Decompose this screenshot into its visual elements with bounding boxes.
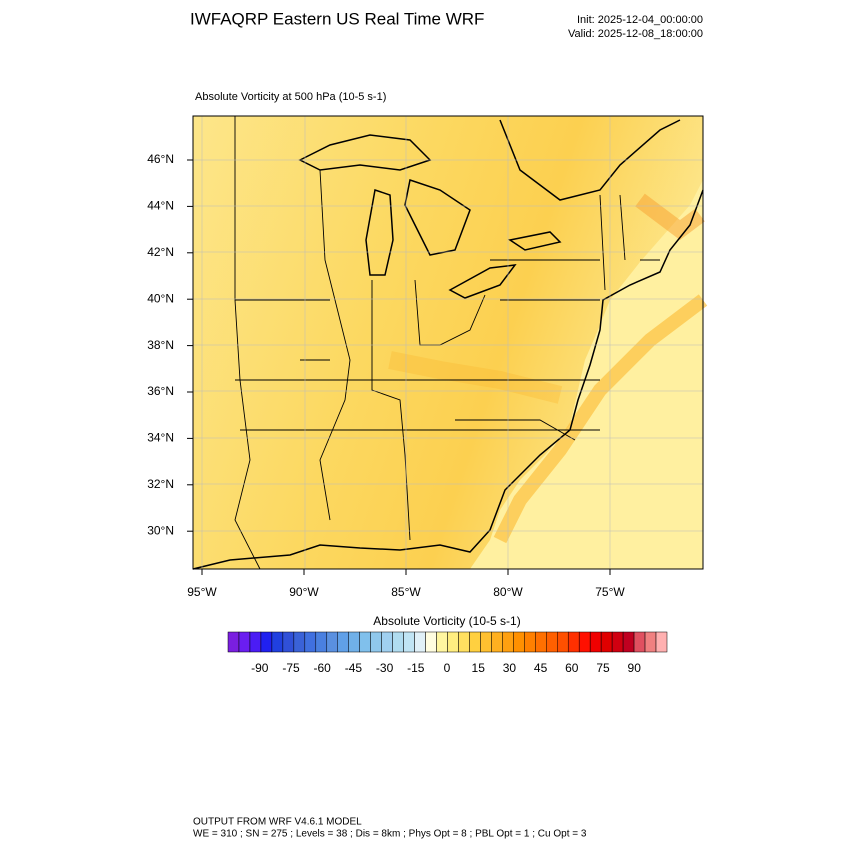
- colorbar-tick-label: -60: [314, 661, 332, 675]
- colorbar-tick-label: 0: [444, 661, 451, 675]
- colorbar-box: [546, 631, 558, 653]
- colorbar-box: [315, 631, 328, 653]
- colorbar-box: [644, 631, 657, 653]
- colorbar-box: [480, 631, 492, 653]
- lat-label: 40°N: [147, 291, 174, 305]
- colorbar-tick-label: 15: [472, 661, 486, 675]
- colorbar-box: [578, 631, 591, 653]
- footer-line: OUTPUT FROM WRF V4.6.1 MODEL: [193, 817, 362, 828]
- lat-label: 42°N: [147, 245, 174, 259]
- colorbar-box: [238, 631, 251, 653]
- lat-label: 34°N: [147, 431, 174, 445]
- map-frame: [192, 115, 704, 570]
- lon-label: 80°W: [493, 585, 523, 599]
- colorbar-box: [524, 631, 536, 653]
- lat-label: 36°N: [147, 384, 174, 398]
- colorbar-tick-label: 45: [534, 661, 548, 675]
- lat-label: 44°N: [147, 199, 174, 213]
- lat-label: 46°N: [147, 152, 174, 166]
- colorbar-box: [381, 631, 393, 653]
- colorbar-box: [469, 631, 481, 653]
- colorbar-tick-label: 75: [596, 661, 610, 675]
- colorbar-box: [622, 631, 635, 653]
- colorbar-box: [633, 631, 646, 653]
- colorbar-tick-label: -15: [407, 661, 425, 675]
- lon-label: 95°W: [187, 585, 217, 599]
- colorbar-box: [414, 631, 426, 653]
- colorbar-box: [227, 631, 240, 653]
- colorbar-tick-label: -75: [282, 661, 300, 675]
- lon-label: 75°W: [595, 585, 625, 599]
- colorbar-tick-label: 60: [565, 661, 579, 675]
- colorbar-box: [326, 631, 338, 653]
- graticule: [193, 116, 703, 569]
- title: IWFAQRP Eastern US Real Time WRF: [190, 9, 484, 28]
- colorbar-box: [600, 631, 613, 653]
- colorbar-box: [447, 631, 459, 653]
- subtitle: Absolute Vorticity at 500 hPa (10-5 s-1): [195, 91, 386, 103]
- colorbar-box: [337, 631, 349, 653]
- valid: Valid: 2025-12-08_18:00:00: [568, 28, 703, 40]
- colorbar-box: [557, 631, 569, 653]
- colorbar-tick-label: 30: [503, 661, 517, 675]
- colorbar-box: [425, 631, 437, 653]
- coastlines: [192, 119, 704, 570]
- vorticity-band: [493, 294, 708, 544]
- init: Init: 2025-12-04_00:00:00: [577, 14, 703, 26]
- colorbar-box: [502, 631, 514, 653]
- colorbar-tick-label: -90: [251, 661, 269, 675]
- vorticity-band: [388, 351, 563, 404]
- lon-label: 85°W: [391, 585, 421, 599]
- colorbar-box: [293, 631, 306, 653]
- colorbar-box: [282, 631, 295, 653]
- colorbar-box: [611, 631, 624, 653]
- colorbar-box: [370, 631, 382, 653]
- colorbar-box: [348, 631, 360, 653]
- colorbar-box: [304, 631, 317, 653]
- colorbar-box: [249, 631, 262, 653]
- colorbar-box: [271, 631, 284, 653]
- state-lines: [234, 116, 660, 570]
- footer-line: WE = 310 ; SN = 275 ; Levels = 38 ; Dis …: [193, 829, 587, 840]
- lon-label: 90°W: [289, 585, 319, 599]
- colorbar-box: [260, 631, 273, 653]
- colorbar-tick-label: -30: [376, 661, 394, 675]
- colorbar-box: [567, 631, 580, 653]
- colorbar-box: [359, 631, 371, 653]
- colorbar-title: Absolute Vorticity (10-5 s-1): [373, 614, 520, 628]
- colorbar-box: [458, 631, 470, 653]
- colorbar-tick-label: 90: [628, 661, 642, 675]
- lat-label: 30°N: [147, 523, 174, 537]
- colorbar-box: [513, 631, 525, 653]
- map: [192, 115, 708, 570]
- lat-label: 32°N: [147, 477, 174, 491]
- colorbar-box: [436, 631, 448, 653]
- colorbar-box: [589, 631, 602, 653]
- lat-label: 38°N: [147, 338, 174, 352]
- vorticity-band: [635, 193, 705, 240]
- colorbar-tick-label: -45: [345, 661, 363, 675]
- colorbar-box: [403, 631, 415, 653]
- colorbar-box: [392, 631, 404, 653]
- colorbar-box: [535, 631, 547, 653]
- colorbar-box: [491, 631, 503, 653]
- colorbar-box: [655, 631, 668, 653]
